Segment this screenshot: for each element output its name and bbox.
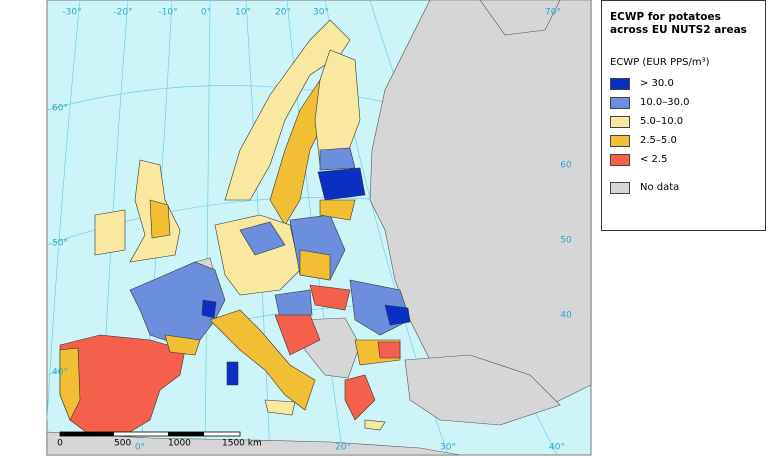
graticule-label: -10° bbox=[158, 8, 177, 18]
legend-swatch bbox=[610, 77, 630, 90]
legend-swatch bbox=[610, 96, 630, 109]
graticule-label: 50 bbox=[560, 236, 572, 246]
graticule-label: 0° bbox=[201, 8, 211, 18]
legend-title: ECWP for potatoes across EU NUTS2 areas bbox=[610, 11, 747, 36]
graticule-label: -20° bbox=[113, 8, 132, 18]
graticule-label: 40° bbox=[52, 368, 68, 378]
legend: ECWP for potatoes across EU NUTS2 areas … bbox=[601, 0, 766, 231]
legend-label: > 30.0 bbox=[640, 78, 674, 89]
legend-item: No data bbox=[610, 178, 757, 197]
legend-item: 2.5–5.0 bbox=[610, 131, 757, 150]
legend-swatch bbox=[610, 134, 630, 147]
scale-label: 1500 km bbox=[222, 439, 262, 449]
graticule-label: 60° bbox=[52, 104, 68, 114]
graticule-label: 60 bbox=[560, 161, 572, 171]
graticule-label: 0° bbox=[135, 443, 145, 453]
non-eu-land bbox=[46, 0, 592, 456]
legend-item: > 30.0 bbox=[610, 74, 757, 93]
map: -30° -20° -10° 0° 10° 20° 30° 70° 60° 50° 40° 60 50 4… bbox=[46, 0, 592, 456]
graticule-label: 40° bbox=[549, 443, 565, 453]
graticule-label: 30° bbox=[313, 8, 329, 18]
eu-regions bbox=[59, 19, 411, 436]
scale-label: 1000 bbox=[168, 439, 191, 449]
legend-label: 5.0–10.0 bbox=[640, 116, 684, 127]
legend-items: > 30.0 10.0–30.0 5.0–10.0 2.5–5.0 < 2.5 No da… bbox=[610, 74, 757, 197]
scale-label: 0 bbox=[57, 439, 63, 449]
legend-item: 10.0–30.0 bbox=[610, 93, 757, 112]
graticule-label: 20° bbox=[275, 8, 291, 18]
legend-label: No data bbox=[640, 182, 680, 193]
legend-label: < 2.5 bbox=[640, 154, 668, 165]
graticule-label: 70° bbox=[545, 8, 561, 18]
graticule-label: 50° bbox=[52, 239, 68, 249]
legend-swatch bbox=[610, 181, 630, 194]
legend-swatch bbox=[610, 153, 630, 166]
graticule-label: 10° bbox=[235, 8, 251, 18]
legend-unit: ECWP (EUR PPS/m³) bbox=[610, 57, 710, 68]
legend-item: 5.0–10.0 bbox=[610, 112, 757, 131]
legend-label: 10.0–30.0 bbox=[640, 97, 690, 108]
legend-label: 2.5–5.0 bbox=[640, 135, 677, 146]
graticule-label: 40 bbox=[560, 311, 572, 321]
graticule-label: -30° bbox=[62, 8, 81, 18]
graticule-label: 20° bbox=[335, 443, 351, 453]
legend-gap bbox=[610, 169, 757, 178]
legend-swatch bbox=[610, 115, 630, 128]
scale-bar bbox=[59, 431, 241, 437]
legend-item: < 2.5 bbox=[610, 150, 757, 169]
graticule-label: 30° bbox=[440, 443, 456, 453]
scale-label: 500 bbox=[114, 439, 131, 449]
